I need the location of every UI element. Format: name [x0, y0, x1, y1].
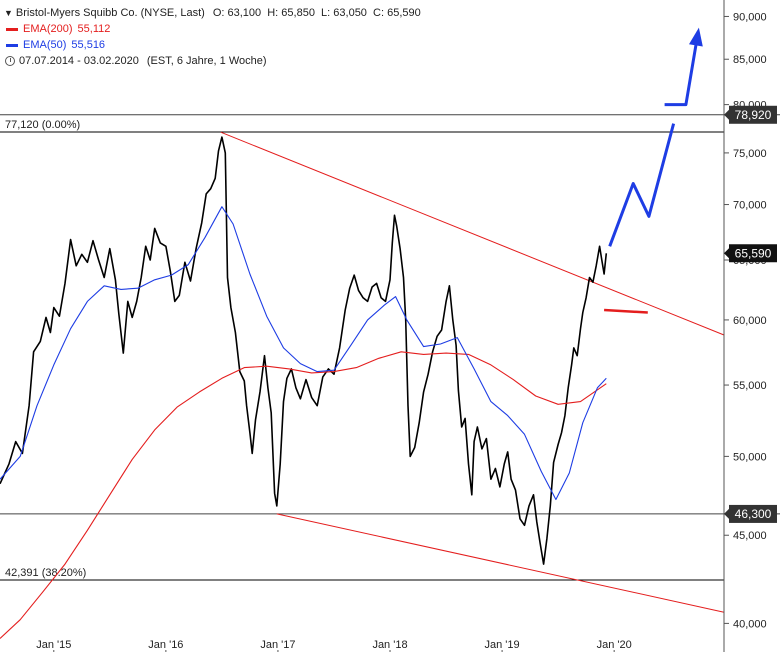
y-tick-label: 85,000	[733, 54, 767, 66]
legend-range: 07.07.2014 - 03.02.2020	[19, 55, 139, 67]
y-tick-label: 90,000	[733, 11, 767, 23]
level-badge-pointer	[724, 508, 729, 519]
projection-arrow-path	[664, 31, 700, 107]
y-tick-label: 70,000	[733, 200, 767, 212]
legend-title: Bristol-Myers Squibb Co. (NYSE, Last)	[15, 7, 205, 19]
y-tick-label: 60,000	[733, 315, 767, 327]
legend: ▼ Bristol-Myers Squibb Co. (NYSE, Last) …	[4, 5, 421, 69]
arrow-head-icon	[688, 27, 703, 47]
last-price-pointer	[724, 248, 729, 259]
chevron-down-icon[interactable]: ▼	[4, 8, 13, 18]
level-badge	[729, 105, 777, 124]
x-tick-label: Jan '19	[485, 639, 520, 651]
last-price-label: 65,590	[735, 246, 772, 260]
x-tick-label: Jan '17	[260, 639, 295, 651]
x-tick-label: Jan '20	[597, 639, 632, 651]
y-axis: 40,00045,00050,00055,00060,00065,00070,0…	[723, 0, 767, 652]
ema50-line	[0, 206, 607, 501]
legend-range-note: (EST, 6 Jahre, 1 Woche)	[146, 55, 267, 67]
legend-ema50-row[interactable]: EMA(50) 55,516	[4, 37, 421, 53]
projection	[608, 27, 703, 247]
trendline	[220, 131, 725, 336]
ema50-label: EMA(50)	[23, 39, 67, 51]
trendlines	[220, 131, 725, 613]
level-badge-pointer	[724, 109, 729, 120]
x-tick-label: Jan '16	[148, 639, 183, 651]
y-tick-label: 55,000	[733, 380, 767, 392]
x-tick-label: Jan '18	[372, 639, 407, 651]
clock-icon	[5, 56, 15, 66]
y-tick-label: 40,000	[733, 618, 767, 630]
ema200-line	[0, 351, 607, 639]
level-badge-label: 46,300	[735, 507, 772, 521]
y-tick-label: 50,000	[733, 451, 767, 463]
ema50-swatch	[6, 43, 18, 47]
ema50-value: 55,516	[71, 39, 106, 51]
legend-ema200-row[interactable]: EMA(200) 55,112	[4, 21, 421, 37]
price-badges: 78,920 46,300 65,590	[724, 105, 777, 523]
trendline	[276, 513, 725, 613]
ema200-value: 55,112	[77, 23, 111, 35]
last-price-badge	[729, 244, 777, 263]
x-tick-label: Jan '15	[36, 639, 71, 651]
level-annotation: 42,391 (38.20%)	[5, 567, 86, 579]
legend-title-row: ▼ Bristol-Myers Squibb Co. (NYSE, Last) …	[4, 5, 421, 21]
level-badge-label: 78,920	[735, 108, 772, 122]
y-tick-label: 75,000	[733, 148, 767, 160]
level-annotation: 77,120 (0.00%)	[5, 119, 80, 131]
y-tick-label: 45,000	[733, 530, 767, 542]
projection-path	[608, 123, 676, 247]
ema200-swatch	[6, 27, 18, 31]
series-lines	[0, 136, 608, 639]
legend-range-row: 07.07.2014 - 03.02.2020 (EST, 6 Jahre, 1…	[4, 53, 421, 69]
trendline	[604, 308, 648, 314]
price-line	[0, 136, 608, 565]
legend-ohlc: O: 63,100 H: 65,850 L: 63,050 C: 65,590	[212, 7, 421, 19]
ema200-label: EMA(200)	[23, 23, 73, 35]
horizontal-levels: 77,120 (0.00%) 42,391 (38.20%)	[0, 114, 780, 581]
level-badge	[729, 504, 777, 523]
x-axis: Jan '15 Jan '16 Jan '17 Jan '18 Jan '19 Jan '…	[36, 639, 632, 652]
